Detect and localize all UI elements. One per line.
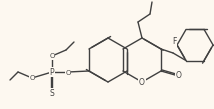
Text: P: P bbox=[50, 67, 54, 77]
Text: O: O bbox=[139, 77, 145, 87]
Text: O: O bbox=[176, 71, 182, 79]
Text: O: O bbox=[49, 53, 55, 59]
Text: O: O bbox=[29, 75, 35, 81]
Text: F: F bbox=[172, 37, 176, 47]
Text: O: O bbox=[65, 70, 71, 76]
Text: S: S bbox=[50, 89, 54, 97]
